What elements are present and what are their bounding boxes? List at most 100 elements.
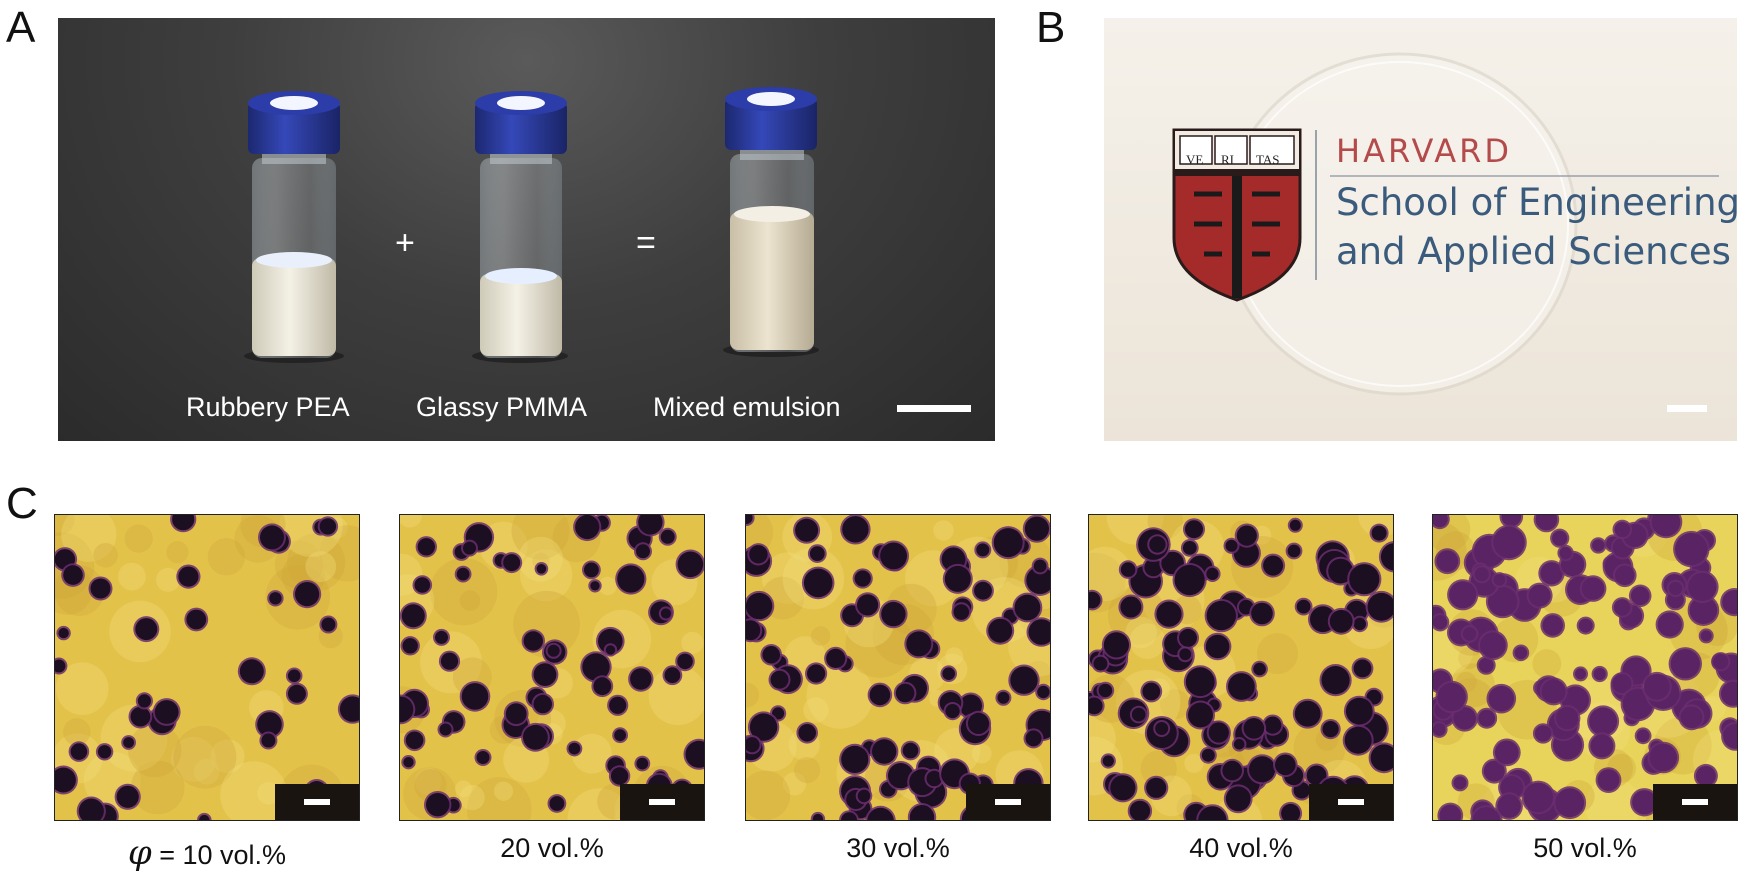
afm-particle: [1668, 581, 1683, 596]
afm-particle: [857, 594, 879, 616]
afm-particle: [1614, 521, 1631, 538]
afm-image-20: [399, 514, 705, 821]
afm-particle: [1523, 782, 1554, 813]
afm-particle: [1501, 515, 1522, 527]
afm-particle: [1010, 666, 1038, 694]
afm-particle: [1559, 546, 1572, 560]
afm-particle: [1155, 722, 1169, 735]
afm-image-40: [1088, 514, 1394, 821]
afm-particle: [1453, 707, 1476, 730]
afm-particle: [1275, 754, 1296, 776]
afm-particle: [403, 757, 414, 768]
afm-particle: [533, 694, 552, 714]
afm-particle: [400, 696, 414, 723]
afm-particle: [1233, 739, 1245, 750]
afm-particle: [1651, 515, 1681, 537]
afm-particle: [257, 712, 282, 737]
afm-particle: [456, 567, 470, 581]
afm-particle: [1556, 706, 1579, 730]
afm-particle: [523, 724, 548, 750]
afm-particle: [547, 644, 560, 657]
afm-particle: [154, 700, 179, 724]
afm-particle: [1493, 574, 1506, 586]
afm-particle: [463, 541, 476, 555]
afm-particle: [1264, 716, 1282, 734]
afm-particle: [582, 653, 610, 681]
scale-bar-a: [897, 405, 971, 412]
afm-particle: [1093, 656, 1108, 671]
afm-particle: [1322, 721, 1339, 738]
afm-particle: [1487, 586, 1518, 617]
afm-particle: [199, 814, 210, 820]
afm-label-10: φ = 10 vol.%: [54, 833, 360, 873]
afm-map-40: [1089, 515, 1393, 820]
afm-particle: [1033, 559, 1047, 573]
afm-particle: [1722, 590, 1737, 615]
afm-particle: [1478, 709, 1496, 727]
afm-particle: [1089, 591, 1101, 609]
afm-particle: [440, 652, 459, 670]
vial-label-pmma: Glassy PMMA: [416, 392, 588, 422]
afm-particle: [1296, 599, 1311, 614]
scale-bar-b: [1667, 405, 1707, 412]
afm-particle: [1630, 586, 1650, 606]
afm-particle: [575, 515, 600, 540]
harvard-shield-icon: [1172, 128, 1302, 302]
afm-particle: [895, 683, 915, 703]
afm-particle: [1581, 577, 1605, 600]
afm-particle: [1433, 723, 1446, 736]
afm-particle: [1612, 674, 1632, 694]
afm-particle: [1535, 515, 1558, 531]
afm-particle: [638, 515, 663, 535]
afm-particle: [770, 670, 789, 689]
afm-particle: [135, 618, 158, 641]
afm-particle: [1025, 730, 1042, 747]
afm-particle: [1578, 618, 1593, 633]
afm-particle: [1321, 666, 1350, 695]
afm-particle: [1156, 601, 1182, 627]
afm-particle: [1353, 659, 1372, 678]
afm-particle: [746, 515, 753, 524]
shield-text-ve: VE: [1186, 152, 1204, 167]
vial-pea: [248, 91, 340, 358]
afm-particle: [993, 528, 1023, 558]
afm-particle: [677, 551, 704, 578]
afm-particle: [417, 538, 435, 556]
afm-particle: [746, 737, 760, 753]
afm-particle: [1146, 777, 1167, 798]
afm-particle: [749, 713, 778, 741]
afm-scale-bar: [275, 784, 359, 820]
afm-particle: [549, 796, 565, 811]
afm-particle: [1179, 628, 1197, 647]
afm-particle: [1129, 800, 1151, 820]
equals-sign: =: [636, 224, 656, 262]
afm-particle: [1353, 617, 1366, 631]
afm-particle: [1613, 599, 1631, 616]
panel-letter-a: A: [6, 3, 36, 52]
afm-particle: [90, 578, 111, 599]
afm-particle: [1493, 526, 1525, 559]
afm-particle: [1349, 564, 1380, 595]
afm-particle: [1367, 592, 1393, 621]
afm-particle: [1249, 756, 1276, 783]
afm-particle: [1644, 673, 1670, 700]
afm-particle: [55, 767, 76, 793]
vial-pmma: [475, 91, 567, 358]
afm-particle: [807, 664, 826, 683]
afm-particle: [1700, 630, 1712, 642]
afm-particle: [1649, 743, 1678, 772]
afm-particle: [1185, 520, 1203, 539]
afm-particle: [461, 683, 489, 710]
afm-particle: [1179, 648, 1192, 661]
afm-particle: [1243, 718, 1265, 739]
afm-particle: [1014, 594, 1041, 621]
afm-particle: [746, 620, 761, 641]
afm-particle: [476, 751, 490, 764]
vials-illustration: [244, 87, 819, 363]
afm-particle: [1182, 541, 1197, 555]
afm-particle: [339, 696, 359, 722]
afm-particle: [1680, 706, 1703, 729]
afm-scale-bar: [620, 784, 704, 820]
afm-particle: [942, 667, 955, 680]
afm-particle: [1149, 536, 1166, 553]
